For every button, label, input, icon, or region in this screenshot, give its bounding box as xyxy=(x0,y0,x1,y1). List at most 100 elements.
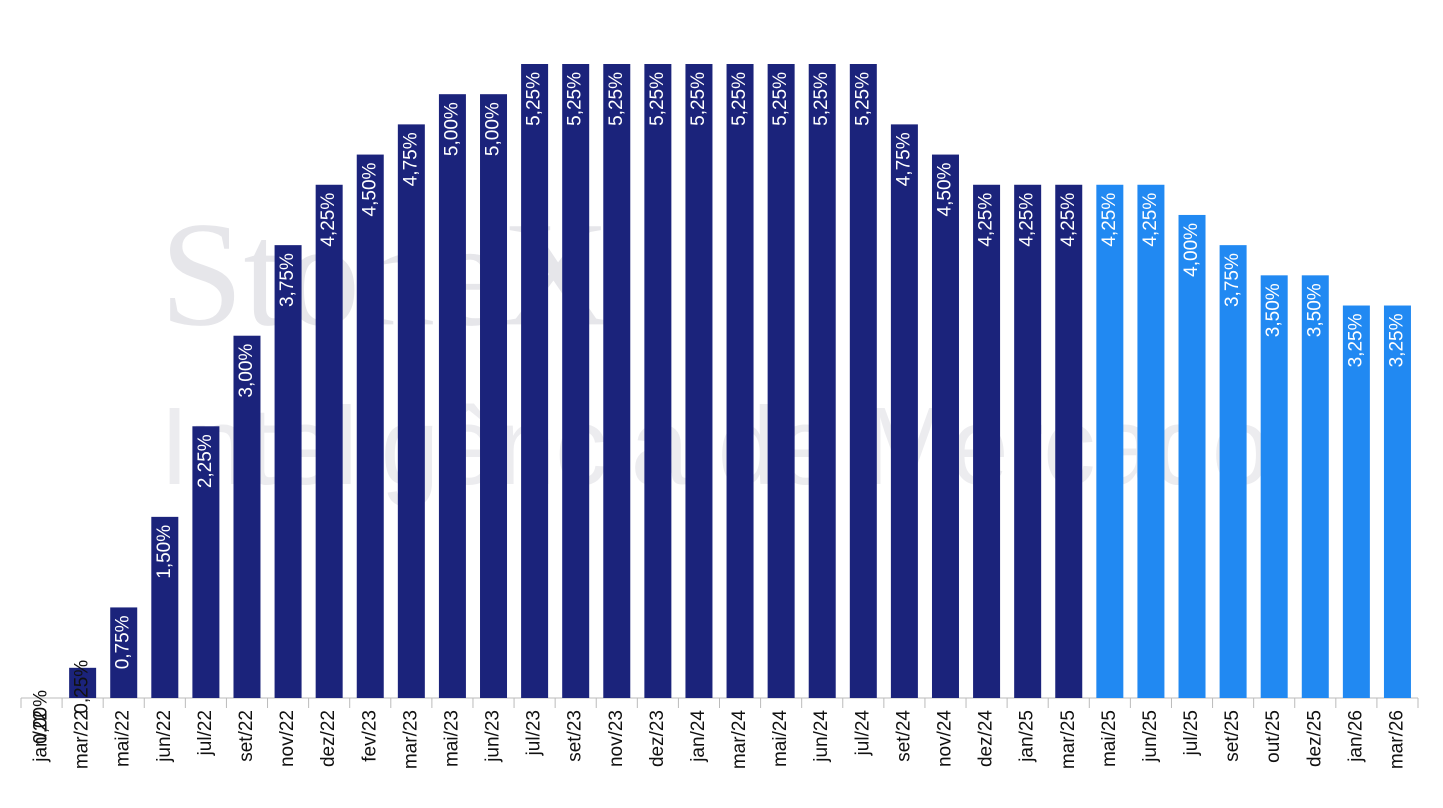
bar xyxy=(1342,305,1370,698)
bar xyxy=(521,64,549,698)
x-tick-label: jan/24 xyxy=(688,710,709,763)
x-tick-label: dez/23 xyxy=(647,710,668,767)
value-label: 5,25% xyxy=(729,72,750,126)
bar xyxy=(397,124,425,698)
x-tick-label: out/25 xyxy=(1263,710,1284,763)
value-label: 5,25% xyxy=(688,72,709,126)
x-tick-label: dez/24 xyxy=(976,710,997,767)
bar xyxy=(69,667,97,698)
value-label: 4,25% xyxy=(318,193,339,247)
x-tick-label: jul/25 xyxy=(1181,710,1202,756)
x-tick-label: nov/22 xyxy=(277,710,298,767)
value-label: 3,75% xyxy=(1222,253,1243,307)
value-label: 4,50% xyxy=(935,162,956,216)
bar xyxy=(1014,184,1042,698)
value-label: 5,00% xyxy=(441,102,462,156)
x-tick-label: jun/22 xyxy=(154,710,175,763)
value-label: 0,00% xyxy=(31,690,52,744)
bar xyxy=(356,154,384,699)
x-tick-label: jan/22 xyxy=(31,710,52,763)
value-label: 5,25% xyxy=(565,72,586,126)
x-tick-label: jul/23 xyxy=(524,710,545,756)
bar xyxy=(110,607,138,698)
value-label: 2,25% xyxy=(195,434,216,488)
x-tick-label: nov/24 xyxy=(935,710,956,767)
value-label: 3,00% xyxy=(236,344,257,398)
x-tick-label: nov/23 xyxy=(606,710,627,767)
bar xyxy=(973,184,1001,698)
x-tick-label: mai/22 xyxy=(113,710,134,767)
value-label: 5,25% xyxy=(524,72,545,126)
bar xyxy=(274,245,302,698)
x-tick-label: mar/23 xyxy=(400,710,421,769)
value-label: 4,25% xyxy=(1140,193,1161,247)
x-tick-label: mar/22 xyxy=(72,710,93,769)
x-tick-label: dez/25 xyxy=(1304,710,1325,767)
bar xyxy=(233,335,261,698)
x-tick-label: jun/25 xyxy=(1140,710,1161,763)
value-label: 4,25% xyxy=(1058,193,1079,247)
bar xyxy=(192,426,220,698)
value-label: 5,25% xyxy=(852,72,873,126)
bar xyxy=(480,94,508,698)
bar xyxy=(931,154,959,699)
x-tick-label: mai/24 xyxy=(770,710,791,767)
x-tick-label: dez/22 xyxy=(318,710,339,767)
value-label: 4,75% xyxy=(400,132,421,186)
x-tick-label: mar/25 xyxy=(1058,710,1079,769)
bar xyxy=(1219,245,1247,698)
value-label: 5,25% xyxy=(770,72,791,126)
x-tick-label: set/23 xyxy=(565,710,586,762)
x-tick-label: mar/24 xyxy=(729,710,750,770)
bar xyxy=(1178,214,1206,698)
bar xyxy=(1383,305,1411,698)
value-label: 1,50% xyxy=(154,525,175,579)
x-tick-label: jan/25 xyxy=(1017,710,1038,763)
bar xyxy=(890,124,918,698)
value-label: 4,25% xyxy=(976,193,997,247)
x-tick-label: jun/24 xyxy=(811,710,832,763)
x-tick-label: mai/23 xyxy=(441,710,462,767)
bar xyxy=(1260,275,1288,698)
bar xyxy=(644,64,672,698)
bar xyxy=(151,516,179,698)
value-label: 0,25% xyxy=(72,660,93,714)
watermark: Inteligência de Mercado xyxy=(160,385,1270,508)
value-label: 5,25% xyxy=(647,72,668,126)
value-label: 4,50% xyxy=(359,162,380,216)
bar xyxy=(726,64,754,698)
x-tick-label: mar/26 xyxy=(1386,710,1407,769)
value-label: 3,75% xyxy=(277,253,298,307)
value-label: 3,50% xyxy=(1263,283,1284,337)
x-tick-label: jul/24 xyxy=(852,710,873,757)
bar xyxy=(562,64,590,698)
x-tick-label: jan/26 xyxy=(1345,710,1366,763)
value-label: 4,75% xyxy=(893,132,914,186)
bar xyxy=(438,94,466,698)
value-label: 3,25% xyxy=(1345,313,1366,367)
value-label: 4,25% xyxy=(1017,193,1038,247)
value-label: 5,25% xyxy=(606,72,627,126)
value-label: 5,00% xyxy=(483,102,504,156)
value-label: 5,25% xyxy=(811,72,832,126)
bar xyxy=(603,64,631,698)
bar xyxy=(808,64,836,698)
value-label: 4,00% xyxy=(1181,223,1202,277)
bar xyxy=(1055,184,1083,698)
bar xyxy=(1301,275,1329,698)
value-label: 4,25% xyxy=(1099,193,1120,247)
bar xyxy=(1137,184,1165,698)
x-tick-label: jul/22 xyxy=(195,710,216,756)
x-tick-label: set/25 xyxy=(1222,710,1243,762)
x-tick-label: set/22 xyxy=(236,710,257,762)
x-tick-label: jun/23 xyxy=(483,710,504,763)
bar xyxy=(1096,184,1124,698)
x-tick-label: fev/23 xyxy=(359,710,380,762)
bar xyxy=(685,64,713,698)
bar xyxy=(315,184,343,698)
value-label: 3,25% xyxy=(1386,313,1407,367)
value-label: 0,75% xyxy=(113,615,134,669)
bar xyxy=(849,64,877,698)
